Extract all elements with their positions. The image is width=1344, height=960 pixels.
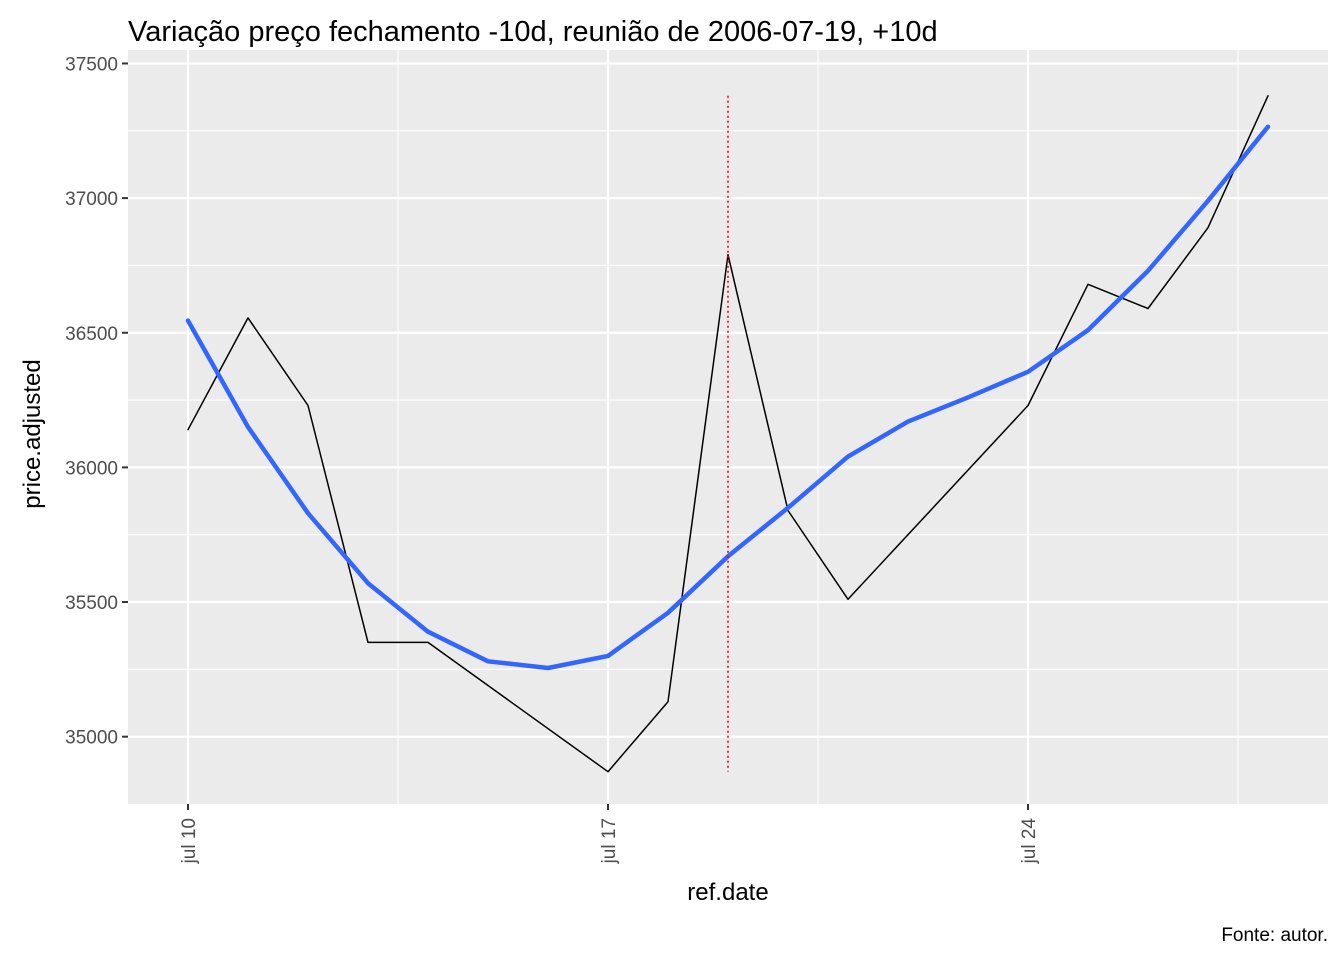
x-axis: jul 10 jul 17 jul 24 [179, 804, 1040, 864]
x-axis-label: ref.date [687, 879, 768, 906]
chart-title: Variação preço fechamento -10d, reunião … [128, 16, 938, 48]
y-axis-label: price.adjusted [19, 359, 46, 508]
y-tick-label: 37000 [65, 189, 118, 210]
caption: Fonte: autor. [1221, 925, 1328, 946]
y-tick-label: 36500 [65, 324, 118, 345]
y-axis: 35000 35500 36000 36500 37000 37500 [65, 54, 128, 749]
price-line [187, 95, 1269, 773]
x-tick-label: jul 10 [179, 818, 200, 864]
x-tick-label: jul 24 [1019, 818, 1040, 865]
x-tick-label: jul 17 [599, 818, 620, 864]
y-tick-label: 35000 [65, 728, 118, 749]
y-tick-label: 35500 [65, 593, 118, 614]
series-layer [185, 95, 1271, 773]
y-tick-label: 37500 [65, 54, 118, 75]
y-tick-label: 36000 [65, 458, 118, 479]
